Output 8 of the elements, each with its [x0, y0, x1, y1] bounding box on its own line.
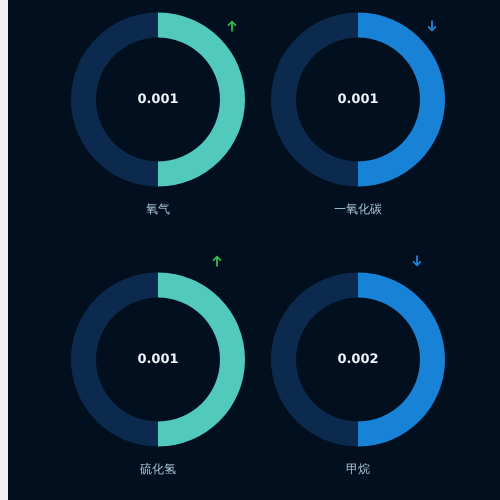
text: 0.001 — [137, 352, 179, 367]
text: 甲烷 — [346, 462, 370, 476]
text: 0.002 — [337, 352, 379, 367]
text: 0.001 — [337, 92, 379, 107]
text: 氧气 — [146, 202, 170, 216]
text: 一氧化碳 — [334, 202, 382, 216]
text: 硫化氢 — [140, 462, 176, 476]
text: 0.001 — [137, 92, 179, 107]
